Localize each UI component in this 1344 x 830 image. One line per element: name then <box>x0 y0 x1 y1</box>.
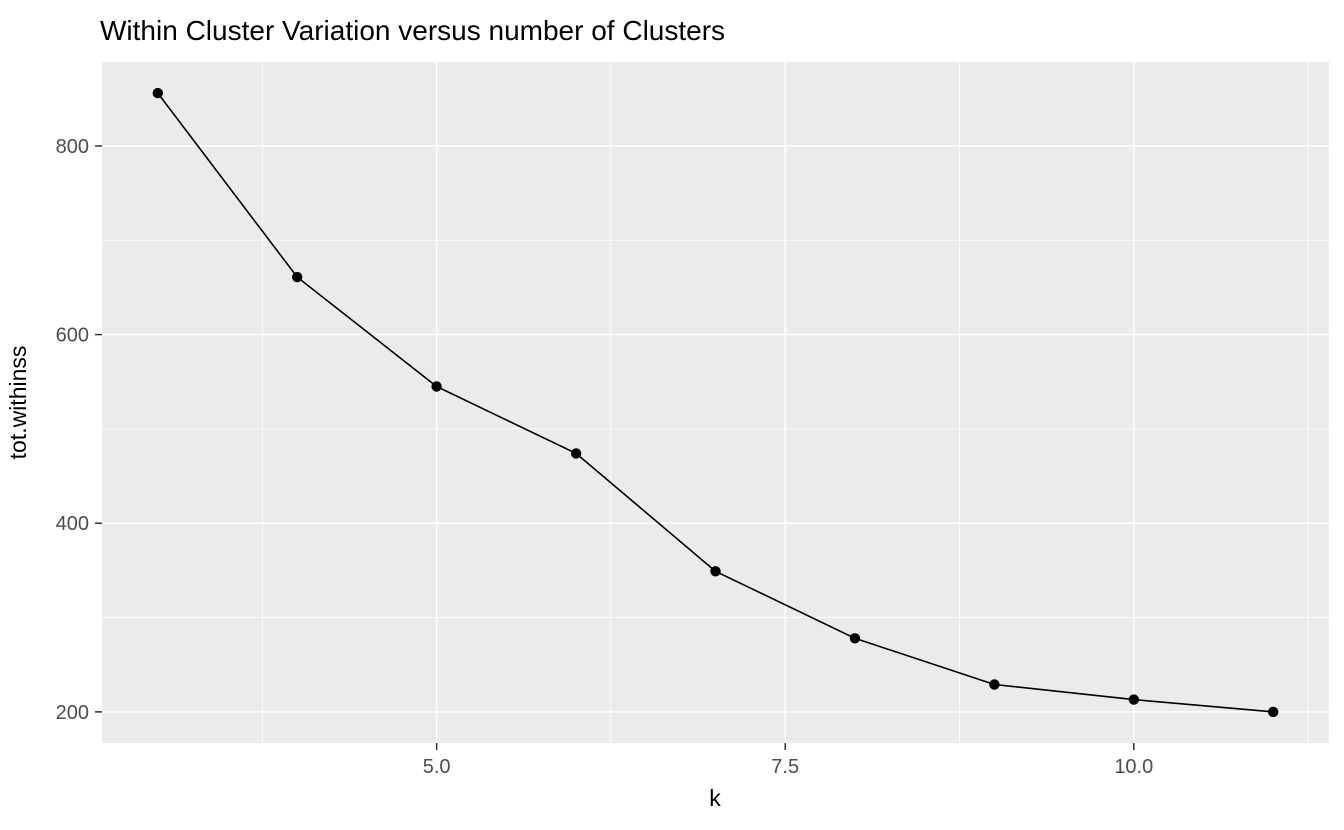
axis-ticks <box>95 145 1135 750</box>
y-tick-label: 600 <box>56 325 89 347</box>
data-point <box>849 633 861 644</box>
data-point <box>989 679 1000 690</box>
gridlines-major <box>102 62 1329 743</box>
x-axis-title: k <box>709 785 721 811</box>
data-point <box>431 381 442 392</box>
x-tick-label: 5.0 <box>423 756 451 778</box>
axis-tick-labels: 5.0 7.5 10.0 200 400 600 800 <box>56 136 1154 778</box>
plot-title: Within Cluster Variation versus number o… <box>100 15 725 46</box>
x-tick-label: 7.5 <box>771 756 799 778</box>
data-point <box>1268 706 1279 718</box>
gridlines-minor <box>102 62 1329 743</box>
x-tick-label: 10.0 <box>1114 756 1153 778</box>
y-tick-label: 400 <box>56 513 89 535</box>
data-point <box>292 271 303 283</box>
data-point <box>570 448 582 459</box>
y-tick-label: 200 <box>56 702 89 724</box>
y-tick-label: 800 <box>56 136 89 158</box>
panel-background <box>102 62 1329 743</box>
y-axis-title: tot.withinss <box>5 346 31 460</box>
data-point <box>152 87 163 99</box>
data-series <box>152 87 1279 718</box>
data-point <box>710 566 721 577</box>
data-point <box>1128 694 1140 705</box>
